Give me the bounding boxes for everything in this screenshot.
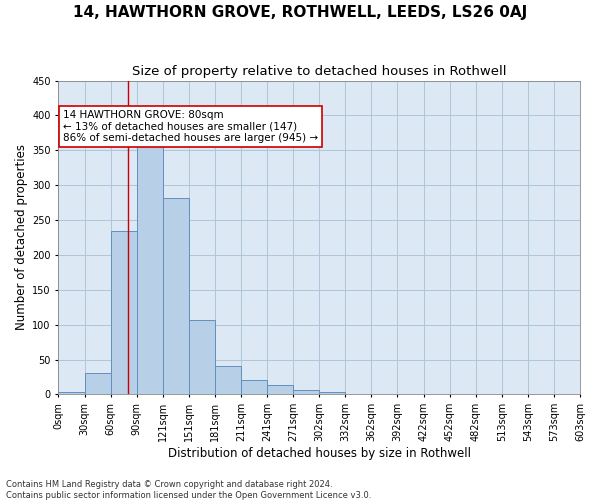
Text: Contains HM Land Registry data © Crown copyright and database right 2024.
Contai: Contains HM Land Registry data © Crown c… [6,480,371,500]
Bar [241,380,267,394]
Bar [215,366,241,394]
Bar [319,392,345,394]
Text: 14 HAWTHORN GROVE: 80sqm
← 13% of detached houses are smaller (147)
86% of semi-: 14 HAWTHORN GROVE: 80sqm ← 13% of detach… [63,110,318,143]
Y-axis label: Number of detached properties: Number of detached properties [15,144,28,330]
Bar [293,390,319,394]
Bar [85,373,110,394]
Bar [58,392,85,394]
X-axis label: Distribution of detached houses by size in Rothwell: Distribution of detached houses by size … [168,447,471,460]
Bar [163,198,189,394]
Title: Size of property relative to detached houses in Rothwell: Size of property relative to detached ho… [132,65,506,78]
Bar [137,142,163,395]
Bar [189,320,215,394]
Bar [110,230,137,394]
Text: 14, HAWTHORN GROVE, ROTHWELL, LEEDS, LS26 0AJ: 14, HAWTHORN GROVE, ROTHWELL, LEEDS, LS2… [73,5,527,20]
Bar [267,384,293,394]
